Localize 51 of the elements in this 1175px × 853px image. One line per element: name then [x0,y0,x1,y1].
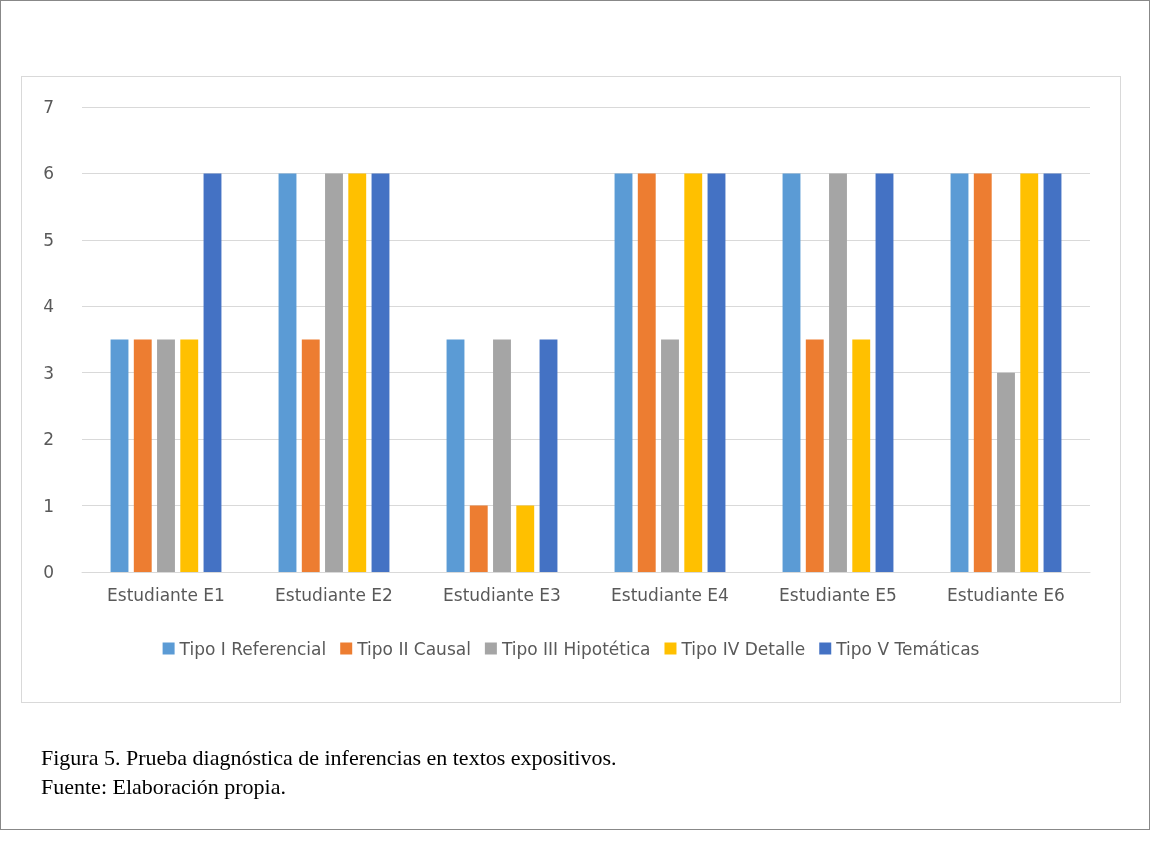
bar [110,339,129,572]
bar [852,339,871,572]
bar [829,173,847,572]
y-tick-label: 6 [43,163,54,184]
bar [661,339,679,572]
bar [637,173,656,572]
y-tick-label: 0 [43,562,54,582]
bar [301,339,320,572]
bar [782,173,801,572]
legend-label: Tipo IV Detalle [680,638,806,659]
x-tick-label: Estudiante E6 [947,584,1065,605]
y-tick-label: 4 [43,296,54,317]
y-tick-label: 5 [43,229,54,250]
legend-label: Tipo III Hipotética [500,638,651,659]
bar [325,173,343,572]
bar [133,339,152,572]
bar [469,505,488,572]
bar [516,505,535,572]
source-note: Fuente: Elaboración propia. [41,773,287,801]
x-tick-label: Estudiante E5 [779,584,897,605]
legend-label: Tipo V Temáticas [835,638,980,659]
bar [875,173,894,572]
text: Figura 5. Prueba diagnóstica de inferencias en textos expositivos. [41,744,617,772]
bar [614,173,633,572]
bar [973,173,992,572]
x-tick-label: Estudiante E1 [107,584,225,605]
bar [1043,173,1062,572]
x-tick-label: Estudiante E2 [275,584,393,605]
bar [493,339,511,572]
bar [684,173,703,572]
bar [348,173,367,572]
y-tick-label: 7 [43,97,54,117]
y-tick-label: 1 [43,495,54,516]
bar [446,339,465,572]
y-tick-label: 3 [43,362,54,383]
bar [203,173,222,572]
bar [157,339,175,572]
bar [539,339,558,572]
bar [371,173,390,572]
bar [997,372,1015,572]
legend-label: Tipo II Causal [356,638,471,659]
legend-label: Tipo I Referencial [178,638,327,659]
bar [278,173,297,572]
bar [180,339,199,572]
bar [707,173,726,572]
x-tick-label: Estudiante E3 [443,584,561,605]
bar [950,173,969,572]
y-tick-label: 2 [43,429,54,450]
bar [805,339,824,572]
x-tick-label: Estudiante E4 [611,584,729,605]
bar [1020,173,1039,572]
